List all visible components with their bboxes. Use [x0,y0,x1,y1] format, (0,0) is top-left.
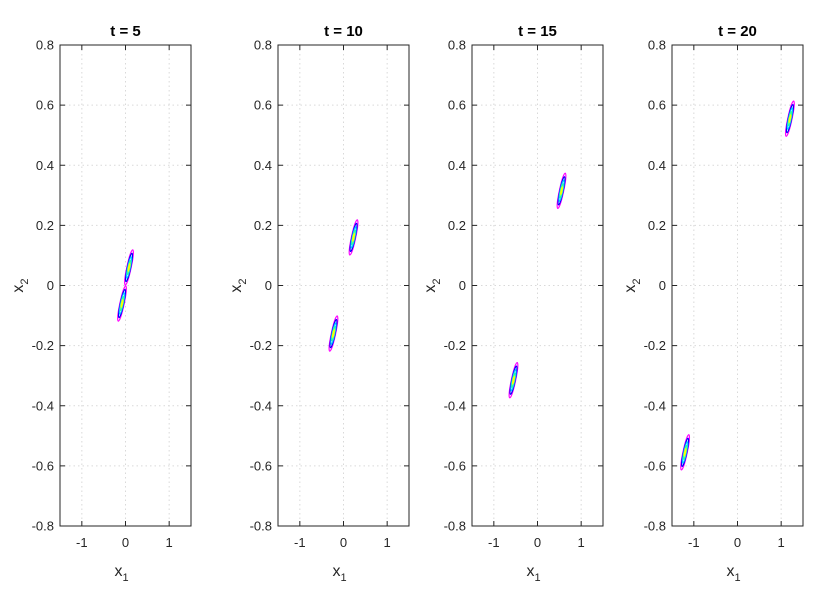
y-tick-label: 0.6 [36,98,54,113]
x-tick-label: 1 [778,535,785,550]
contour-level [683,447,687,457]
y-tick-label: -0.8 [444,519,466,534]
contour-level [127,263,131,272]
y-axis-label: x2 [228,278,249,292]
y-tick-label: 0.6 [254,98,272,113]
contour-blob-1 [556,172,567,210]
y-tick-label: 0 [659,278,666,293]
contour-blob-1 [124,249,134,286]
contour-blob-2 [117,285,127,322]
contour-blob-2 [680,434,690,471]
y-tick-label: 0 [265,278,272,293]
x-tick-label: -1 [294,535,306,550]
contour-peak [512,378,515,383]
y-tick-label: -0.4 [32,398,54,413]
contour-level [511,375,515,385]
y-tick-label: -0.2 [32,338,54,353]
y-tick-label: -0.4 [444,398,466,413]
contour-blob-2 [508,361,519,399]
subplot-1: -1 0 1 -0.8 -0.6 -0.4 -0.2 0 0.2 0.4 0.6 0.8 t = 5 x1… [10,23,192,584]
y-tick-label: -0.6 [250,458,272,473]
contour-peak [353,235,355,240]
x-tick-label: 1 [384,535,391,550]
y-tick-label: 0.8 [648,38,666,53]
y-tick-label: 0.8 [448,38,466,53]
chart-title: t = 5 [110,23,140,40]
y-tick-label: -0.8 [32,519,54,534]
y-axis-label: x2 [622,278,643,292]
y-tick-label: -0.2 [444,338,466,353]
y-tick-label: 0.2 [648,218,666,233]
x-tick-label: 1 [166,535,173,550]
y-tick-label: -0.6 [32,458,54,473]
y-tick-label: 0.2 [36,218,54,233]
x-axis-label: x1 [726,563,740,584]
x-tick-label: -1 [688,535,700,550]
x-tick-label: 0 [534,535,541,550]
contour-blob-2 [328,315,339,352]
y-tick-label: 0.8 [254,38,272,53]
x-tick-label: -1 [76,535,88,550]
y-tick-label: -0.8 [644,519,666,534]
y-tick-label: 0.2 [448,218,466,233]
y-tick-label: 0.6 [448,98,466,113]
x-axis-label: x1 [526,563,540,584]
contour-peak [128,265,130,270]
y-tick-label: 0 [459,278,466,293]
y-tick-label: 0.8 [36,38,54,53]
contour-level [120,299,124,308]
y-tick-label: -0.2 [250,338,272,353]
subplot-2: -1 0 1 -0.8 -0.6 -0.4 -0.2 0 0.2 0.4 0.6 0.8 t = 10 x… [228,23,410,584]
y-axis-label: x2 [10,278,31,292]
subplot-4: -1 0 1 -0.8 -0.6 -0.4 -0.2 0 0.2 0.4 0.6 0.8 t = 20 x… [622,23,804,584]
y-axis-label: x2 [422,278,443,292]
contour-level [560,186,564,196]
y-tick-label: -0.6 [644,458,666,473]
x-tick-label: 0 [340,535,347,550]
x-tick-label: 0 [122,535,129,550]
x-tick-label: -1 [488,535,500,550]
x-tick-label: 1 [578,535,585,550]
contour-peak [560,188,563,193]
y-tick-label: 0.2 [254,218,272,233]
x-tick-label: 0 [734,535,741,550]
y-tick-label: 0.4 [648,158,666,173]
contour-peak [789,116,791,121]
y-tick-label: -0.4 [644,398,666,413]
chart-title: t = 15 [518,23,557,40]
y-tick-label: 0 [47,278,54,293]
x-axis-label: x1 [332,563,346,584]
y-tick-label: 0.4 [36,158,54,173]
contour-peak [684,450,686,455]
chart-title: t = 10 [324,23,363,40]
contour-peak [121,301,123,306]
subplot-3: -1 0 1 -0.8 -0.6 -0.4 -0.2 0 0.2 0.4 0.6 0.8 t = 15 x… [422,23,604,584]
y-tick-label: 0.4 [254,158,272,173]
contour-level [331,329,335,339]
y-tick-label: -0.6 [444,458,466,473]
y-tick-label: -0.2 [644,338,666,353]
contour-peak [332,331,334,336]
contour-blob-1 [785,100,795,137]
y-tick-label: 0.4 [448,158,466,173]
y-tick-label: 0.6 [648,98,666,113]
contour-level [788,114,792,124]
contour-blob-1 [348,219,359,256]
x-axis-label: x1 [114,563,128,584]
y-tick-label: -0.8 [250,519,272,534]
chart-title: t = 20 [718,23,757,40]
contour-level [352,232,356,242]
y-tick-label: -0.4 [250,398,272,413]
